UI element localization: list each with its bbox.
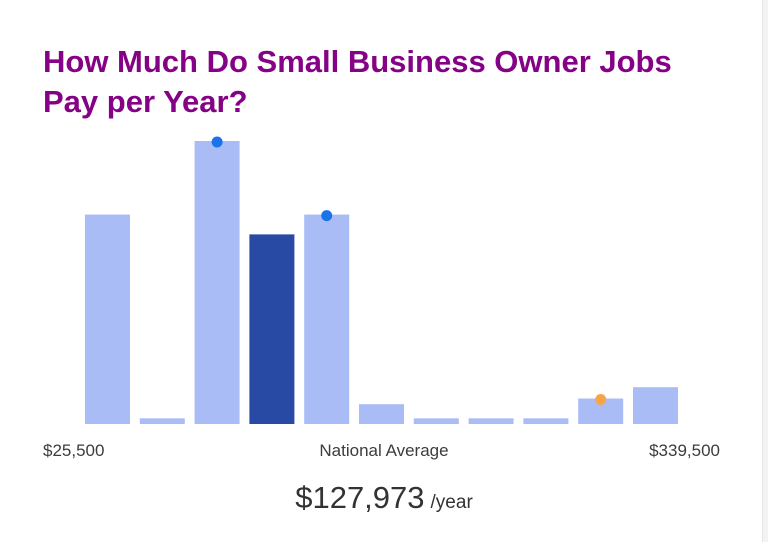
bar-marker-dot bbox=[321, 210, 333, 222]
national-average-label: National Average bbox=[319, 441, 449, 460]
histogram-bar bbox=[413, 418, 459, 424]
histogram-bar bbox=[85, 214, 130, 424]
bar-marker-dot bbox=[595, 394, 607, 406]
histogram-bar bbox=[523, 418, 569, 424]
bar-marker-dot bbox=[211, 136, 223, 148]
page-edge bbox=[762, 0, 768, 542]
histogram-bar-highlighted bbox=[249, 234, 295, 424]
histogram-bar bbox=[633, 387, 678, 424]
histogram-bar bbox=[139, 418, 185, 424]
histogram-bar bbox=[359, 404, 404, 424]
average-salary: $127,973/year bbox=[0, 480, 768, 516]
max-salary-label: $339,500 bbox=[649, 441, 720, 460]
min-salary-label: $25,500 bbox=[43, 441, 105, 460]
average-salary-value: $127,973 bbox=[295, 480, 425, 515]
histogram-bar bbox=[194, 141, 240, 424]
chart-title: How Much Do Small Business Owner Jobs Pa… bbox=[43, 44, 672, 119]
average-salary-unit: /year bbox=[430, 492, 473, 513]
histogram-bar bbox=[468, 418, 514, 424]
histogram-bar bbox=[304, 214, 350, 424]
